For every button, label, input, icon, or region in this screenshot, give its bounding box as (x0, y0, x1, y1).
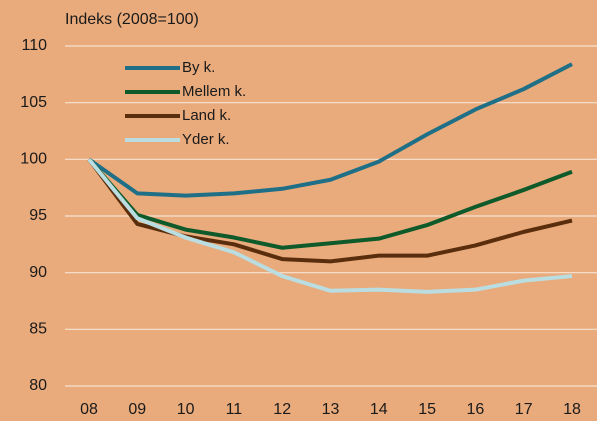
x-tick-label: 15 (418, 401, 436, 418)
x-tick-label: 12 (273, 401, 291, 418)
y-tick-label: 90 (29, 264, 47, 281)
y-tick-label: 85 (29, 321, 47, 338)
x-tick-label: 13 (322, 401, 340, 418)
x-tick-label: 08 (80, 401, 98, 418)
x-tick-label: 16 (467, 401, 485, 418)
x-tick-label: 17 (515, 401, 533, 418)
y-axis-label: Indeks (2008=100) (65, 11, 199, 28)
y-tick-label: 95 (29, 207, 47, 224)
x-tick-label: 14 (370, 401, 388, 418)
x-tick-label: 10 (177, 401, 195, 418)
y-tick-label: 110 (21, 37, 47, 54)
x-tick-label: 09 (128, 401, 146, 418)
line (87, 158, 573, 250)
y-tick-label: 100 (20, 151, 47, 168)
legend-label: Yder k. (182, 131, 230, 148)
line (87, 158, 573, 294)
legend-label: Land k. (182, 107, 231, 124)
line (87, 158, 573, 264)
legend-label: By k. (182, 59, 215, 76)
line (87, 62, 573, 198)
x-tick-label: 11 (226, 401, 243, 418)
x-tick-label: 18 (563, 401, 581, 418)
y-tick-label: 105 (20, 94, 47, 111)
legend-label: Mellem k. (182, 83, 246, 100)
y-tick-label: 80 (29, 377, 47, 394)
